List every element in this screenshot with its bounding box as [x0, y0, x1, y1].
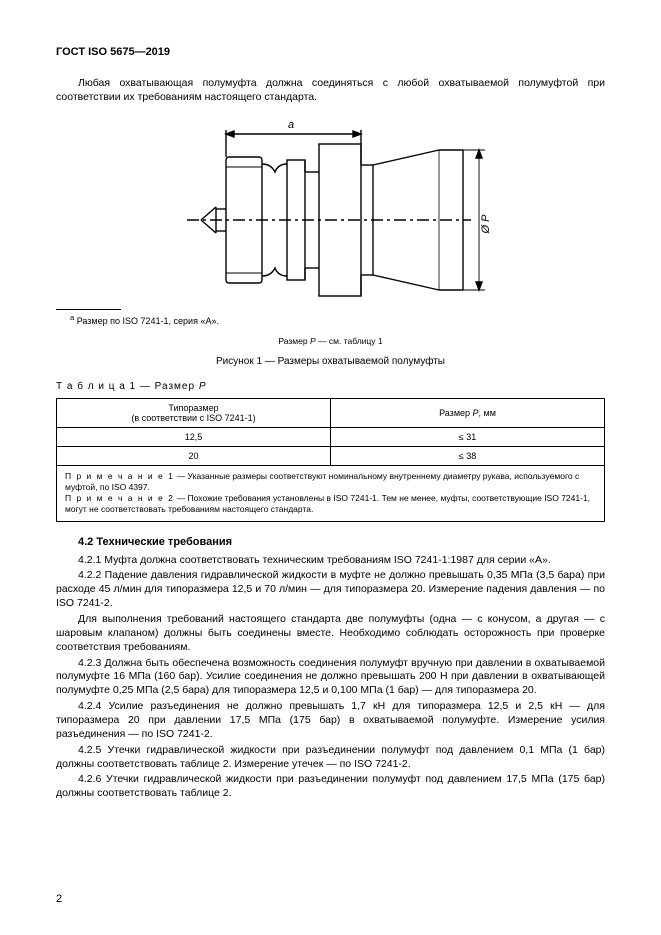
- coupling-drawing: a Ø P: [171, 110, 491, 300]
- cell: 12,5: [57, 428, 331, 447]
- table-notes: П р и м е ч а н и е 1 — Указанные размер…: [57, 466, 605, 521]
- col-header-size: Типоразмер (в соответствии с ISO 7241-1): [57, 399, 331, 428]
- figure-1: a Ø P: [56, 110, 605, 305]
- para-4-2-3: 4.2.3 Должна быть обеспечена возможность…: [56, 657, 605, 699]
- footnote-rule: [56, 309, 121, 310]
- table-row: 12,5 ≤ 31: [57, 428, 605, 447]
- intro-para: Любая охватывающая полумуфта должна соед…: [56, 76, 605, 104]
- figure-footnote: a Размер по ISO 7241-1, серия «А».: [70, 313, 605, 326]
- table-1: Типоразмер (в соответствии с ISO 7241-1)…: [56, 398, 605, 521]
- dim-p-label: Ø P: [480, 214, 491, 235]
- para-4-2-4: 4.2.4 Усилие разъединения не должно прев…: [56, 700, 605, 742]
- col-header-p: Размер Р, мм: [331, 399, 605, 428]
- table-row: 20 ≤ 38: [57, 447, 605, 466]
- dim-a-label: a: [287, 119, 293, 131]
- cell: ≤ 31: [331, 428, 605, 447]
- para-4-2-2b: Для выполнения требований настоящего ста…: [56, 613, 605, 655]
- figure-caption: Рисунок 1 — Размеры охватываемой полумуф…: [56, 356, 605, 367]
- cell: ≤ 38: [331, 447, 605, 466]
- figure-subcaption: Размер Р — см. таблицу 1: [56, 336, 605, 346]
- page-number: 2: [56, 893, 62, 905]
- para-4-2-1: 4.2.1 Муфта должна соответствовать техни…: [56, 554, 605, 568]
- page: ГОСТ ISO 5675—2019 Любая охватывающая по…: [0, 0, 661, 935]
- section-4-2-head: 4.2 Технические требования: [78, 536, 605, 548]
- cell: 20: [57, 447, 331, 466]
- footnote-text: Размер по ISO 7241-1, серия «А».: [77, 316, 219, 326]
- para-4-2-2: 4.2.2 Падение давления гидравлической жи…: [56, 569, 605, 611]
- para-4-2-6: 4.2.6 Утечки гидравлической жидкости при…: [56, 773, 605, 801]
- para-4-2-5: 4.2.5 Утечки гидравлической жидкости при…: [56, 744, 605, 772]
- table-row: Типоразмер (в соответствии с ISO 7241-1)…: [57, 399, 605, 428]
- table-1-title: Т а б л и ц а 1 — Размер Р: [56, 381, 605, 392]
- table-row: П р и м е ч а н и е 1 — Указанные размер…: [57, 466, 605, 521]
- footnote-marker: a: [70, 313, 74, 322]
- doc-header: ГОСТ ISO 5675—2019: [56, 46, 605, 58]
